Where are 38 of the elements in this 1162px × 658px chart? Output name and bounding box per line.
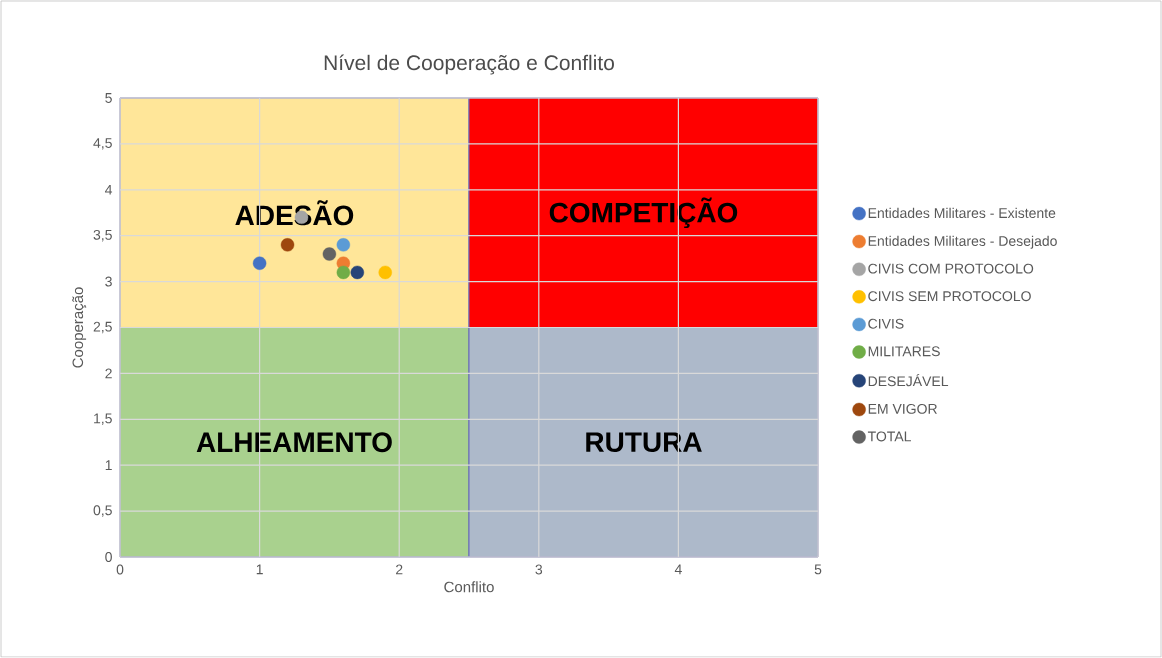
y-tick-label: 3,5 [93,229,112,242]
data-label: ALHEAMENTO [196,432,392,453]
y-tick-label: 1 [105,460,112,470]
data-label: RUTURA [586,432,702,452]
y-axis-title: Cooperação [72,287,87,368]
point [378,265,392,280]
x-tick-label: 0 [116,564,124,575]
y-tick-label: 4,5 [93,138,112,150]
y-tick-label: 2,5 [93,321,112,334]
legend-label: CIVIS SEM PROTOCOLO [868,291,1031,302]
y-tick-label: 4 [105,184,113,195]
x-tick-label: 4 [674,564,682,575]
legend-label: CIVIS COM PROTOCOLO [868,263,1034,274]
y-tick-label: 0,5 [93,505,112,517]
point [322,247,337,261]
x-tick-label: 3 [535,564,543,575]
chart-title: Nível de Cooperação e Conflito [324,54,614,75]
point [336,265,351,280]
legend-label: MILITARES [868,346,940,357]
legend-label: Entidades Militares - Desejado [868,235,1057,249]
legend-label: TOTAL [867,431,911,442]
y-tick-label: 2 [105,368,112,379]
legend-label: DESEJÁVEL [868,373,949,387]
y-tick-label: 5 [105,93,112,103]
y-tick-label: 0 [105,552,112,562]
legend-label: EM VIGOR [868,403,937,414]
legend-label: CIVIS [868,318,904,329]
point [350,265,365,280]
point [280,238,295,252]
y-tick-label: 3 [105,276,112,287]
point [252,256,267,270]
x-tick-label: 5 [814,564,822,575]
y-tick-label: 1,5 [94,413,112,425]
x-axis-title: Conflito [444,581,494,593]
point [336,238,351,252]
x-tick-label: 2 [396,564,403,575]
x-tick-label: 1 [256,564,263,575]
legend-label: Entidades Militares - Existente [868,207,1056,219]
